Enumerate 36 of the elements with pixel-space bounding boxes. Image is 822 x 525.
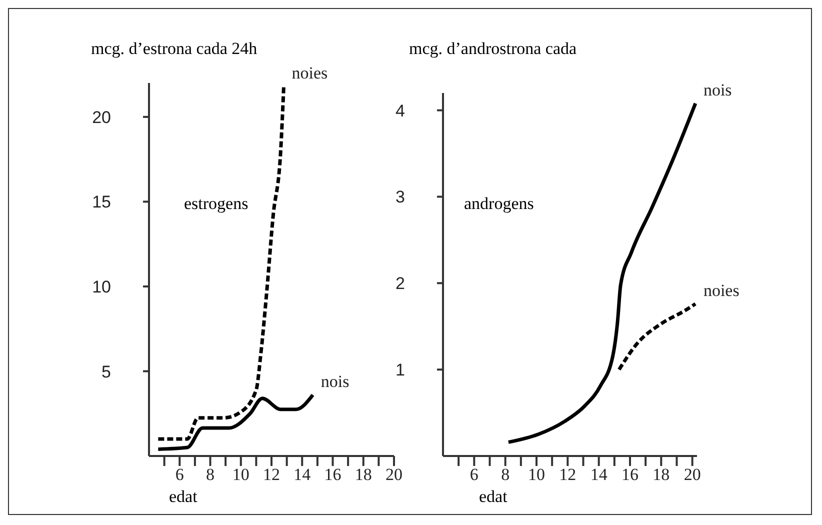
series-label: noies [292, 63, 328, 82]
line-series [617, 302, 697, 372]
y-tick-label: 15 [92, 192, 111, 212]
y-tick-label: 5 [102, 362, 111, 382]
x-tick-label: 14 [294, 465, 312, 484]
y-axis-title: mcg. d’estrona cada 24h [91, 39, 258, 59]
line-series [156, 84, 286, 441]
x-tick-label: 18 [652, 465, 670, 484]
x-tick-label: 10 [232, 465, 250, 484]
y-tick-label: 2 [396, 274, 405, 294]
y-tick-label: 3 [396, 188, 405, 207]
annotation: estrogens [184, 194, 248, 214]
x-tick-label: 18 [354, 465, 372, 484]
x-tick-label: 12 [559, 465, 576, 484]
x-tick-label: 20 [684, 465, 701, 484]
y-tick-label: 10 [92, 277, 111, 296]
y-tick-label: 4 [396, 101, 405, 120]
series-label: nois [703, 80, 732, 100]
y-axis-title: mcg. d’androstrona cada [409, 39, 577, 59]
x-axis-title: edat [169, 487, 198, 507]
y-tick-label: 1 [396, 360, 405, 380]
x-tick-label: 16 [324, 465, 342, 484]
x-tick-label: 8 [501, 465, 510, 484]
y-tick-label: 20 [92, 108, 111, 127]
series-label: noies [703, 280, 740, 300]
annotation: androgens [464, 194, 534, 214]
x-tick-label: 6 [470, 465, 478, 484]
series-label: nois [320, 372, 350, 391]
x-tick-label: 10 [528, 465, 545, 484]
x-tick-label: 12 [263, 465, 280, 484]
x-tick-label: 14 [590, 465, 608, 484]
x-tick-label: 8 [206, 465, 214, 484]
x-tick-label: 16 [621, 465, 638, 484]
x-axis-title: edat [479, 487, 508, 507]
x-tick-label: 6 [175, 465, 184, 484]
line-series [156, 393, 315, 451]
